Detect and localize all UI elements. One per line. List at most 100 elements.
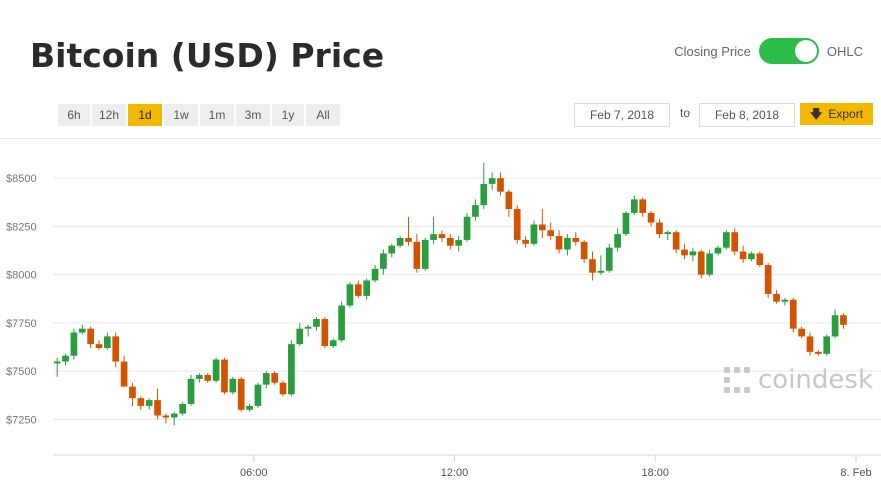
candle[interactable] [656,218,663,238]
candle[interactable] [480,162,488,210]
candle[interactable] [380,249,387,275]
candle[interactable] [221,357,228,395]
candle[interactable] [522,236,529,248]
candle[interactable] [313,317,320,331]
candle[interactable] [455,236,463,252]
candle[interactable] [697,249,705,279]
candle[interactable] [664,230,672,240]
candle[interactable] [773,290,780,304]
candle[interactable] [246,403,253,412]
candle[interactable] [547,222,555,240]
candle[interactable] [538,209,546,238]
range-button-all[interactable]: All [306,104,340,126]
candle[interactable] [622,210,630,237]
candle[interactable] [438,230,446,242]
candle[interactable] [605,243,613,273]
candle[interactable] [781,297,789,306]
candle[interactable] [396,236,404,248]
candle[interactable] [723,230,730,250]
candle[interactable] [831,309,839,339]
chart-mode-toggle[interactable] [758,38,819,64]
candle[interactable] [530,220,538,246]
candle[interactable] [597,255,605,275]
candle[interactable] [338,301,345,343]
candle[interactable] [78,324,86,335]
candle[interactable] [789,297,797,333]
candle[interactable] [555,230,563,254]
range-button-1w[interactable]: 1w [164,104,198,126]
candle[interactable] [764,263,772,298]
export-button[interactable]: 🡇 Export [800,103,873,125]
candle[interactable] [87,326,94,348]
candle[interactable] [639,197,647,217]
candle[interactable] [363,278,371,300]
candle[interactable] [329,338,337,348]
candle[interactable] [689,247,697,262]
candle[interactable] [672,230,680,254]
candle[interactable] [137,396,145,410]
range-button-1y[interactable]: 1y [272,104,304,126]
candle[interactable] [237,376,245,412]
candle[interactable] [196,373,203,383]
candle[interactable] [446,234,454,250]
candle[interactable] [129,382,136,406]
candle[interactable] [162,413,170,424]
candle[interactable] [321,317,329,348]
range-button-1d[interactable]: 1d [128,104,162,126]
candle[interactable] [756,251,764,267]
candle[interactable] [647,210,655,227]
candle[interactable] [170,411,178,426]
candle[interactable] [589,251,596,281]
candle[interactable] [145,398,153,410]
candle[interactable] [681,243,688,260]
candle[interactable] [154,388,161,420]
candle[interactable] [187,375,195,406]
candle[interactable] [104,332,111,350]
candle[interactable] [296,322,304,347]
candle[interactable] [229,376,237,395]
candle[interactable] [179,402,186,416]
candle[interactable] [472,199,479,221]
candle[interactable] [346,282,354,308]
candle[interactable] [421,237,429,271]
end-date-input[interactable]: Feb 8, 2018 [699,103,795,127]
candle[interactable] [62,353,69,366]
candle[interactable] [53,357,61,377]
range-button-12h[interactable]: 12h [92,104,126,126]
candle[interactable] [405,216,412,246]
ohlc-label[interactable]: OHLC [826,43,863,59]
candle[interactable] [630,195,638,215]
candle[interactable] [354,280,362,298]
range-button-6h[interactable]: 6h [58,104,90,126]
candle[interactable] [212,357,220,383]
candle[interactable] [204,373,212,383]
candle[interactable] [70,328,78,360]
closing-price-label[interactable]: Closing Price [674,43,751,59]
candle[interactable] [572,232,580,246]
candle[interactable] [288,340,295,397]
candle[interactable] [112,332,120,368]
candle[interactable] [614,228,621,252]
candle[interactable] [564,234,571,256]
candle[interactable] [254,382,262,408]
candle[interactable] [748,251,755,262]
candle[interactable] [279,380,287,397]
candle[interactable] [120,355,128,387]
candle[interactable] [371,265,379,283]
candle[interactable] [798,326,805,339]
candle[interactable] [840,313,847,329]
candle[interactable] [95,340,103,350]
range-button-1m[interactable]: 1m [200,104,234,126]
candle[interactable] [823,334,831,356]
candle[interactable] [488,172,496,190]
candle[interactable] [497,172,504,196]
candle[interactable] [739,245,747,264]
range-button-3m[interactable]: 3m [236,104,270,126]
candle[interactable] [714,245,722,256]
candle[interactable] [815,349,822,356]
candle[interactable] [304,324,312,337]
candle[interactable] [262,371,270,389]
start-date-input[interactable]: Feb 7, 2018 [574,103,670,127]
candle[interactable] [430,216,437,244]
candle[interactable] [388,243,396,258]
